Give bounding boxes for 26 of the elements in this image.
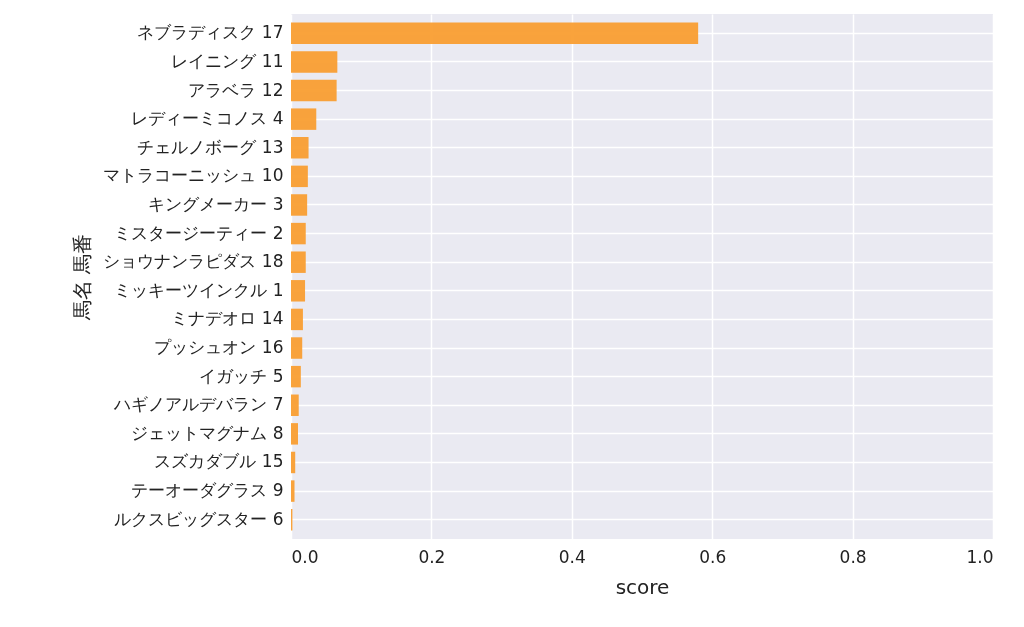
y-tick-label: レディーミコノス 4 [131,108,284,129]
y-tick-label: プッシュオン 16 [154,337,284,358]
x-axis-title: score [615,574,670,599]
y-tick-label: キングメーカー 3 [148,193,284,214]
x-tick-label: 0.4 [558,546,586,567]
y-tick-label: スズカダブル 15 [154,451,284,472]
y-axis-title: 馬名 馬番 [70,233,95,322]
y-tick-label: マトラコーニッシュ 10 [103,165,284,186]
x-tick-label: 0.8 [839,546,867,567]
y-tick-label: ミスタージーティー 2 [114,222,284,243]
y-tick-label: ジェットマグナム 8 [131,422,284,443]
y-tick-label: ネブラディスク 17 [137,22,284,43]
y-tick-label: イガッチ 5 [199,365,284,386]
y-tick-label: ショウナンラピダス 18 [103,251,284,272]
y-tick-label: テーオーダグラス 9 [131,480,284,501]
y-tick-label: ミナデオロ 14 [171,308,284,329]
y-tick-label: チェルノボーグ 13 [137,136,284,157]
y-tick-label: ハギノアルデバラン 7 [113,394,284,415]
x-tick-label: 0.6 [699,546,727,567]
x-tick-label: 1.0 [966,546,994,567]
y-tick-label: ルクスビッグスター 6 [114,508,284,529]
y-tick-label: ミッキーツインクル 1 [114,279,284,300]
x-tick-label: 0.2 [418,546,446,567]
y-tick-label: レイニング 11 [171,50,284,71]
x-tick-label: 0.0 [291,546,319,567]
y-tick-label: アラベラ 12 [188,79,284,100]
